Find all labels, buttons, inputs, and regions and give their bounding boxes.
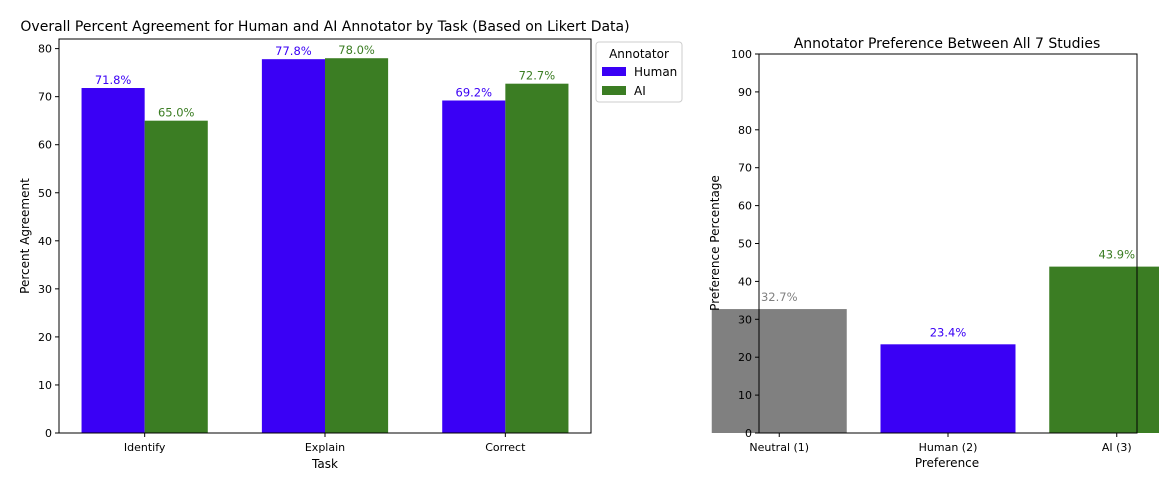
y-tick-label: 70 [38,91,52,104]
y-tick-label: 30 [38,283,52,296]
x-tick-label-identify: Identify [124,441,166,454]
agreement-plot-frame [58,38,592,434]
y-tick-label: 40 [738,275,752,288]
y-tick-label: 80 [38,43,52,56]
y-tick-label: 90 [738,86,752,99]
x-tick-label-ai-3: AI (3) [1102,441,1132,454]
y-tick-label: 50 [738,238,752,251]
data-label-human-identify: 71.8% [95,73,132,87]
y-tick-label: 60 [38,139,52,152]
bar-ai-explain [325,58,389,433]
data-label-ai-3: 43.9% [1098,248,1135,262]
agreement-x-axis-label: Task [311,457,338,471]
x-tick-label-correct: Correct [485,441,526,454]
bar-ai-3 [1049,266,1159,433]
y-tick-label: 100 [731,48,752,61]
data-label-ai-correct: 72.7% [519,69,556,83]
legend-swatch-ai [602,86,626,95]
data-label-human-correct: 69.2% [456,86,493,100]
data-label-human-2: 23.4% [930,325,967,339]
y-tick-label: 70 [738,162,752,175]
y-tick-label: 30 [738,313,752,326]
y-tick-label: 50 [38,187,52,200]
preference-x-axis-label: Preference [915,456,979,470]
agreement-chart-title: Overall Percent Agreement for Human and … [20,19,629,35]
agreement-y-axis-label: Percent Agreement [18,178,32,294]
bar-human-identify [81,88,145,433]
x-tick-label-human-2: Human (2) [919,441,978,454]
y-tick-label: 20 [738,351,752,364]
y-tick-label: 80 [738,124,752,137]
y-tick-label: 10 [738,389,752,402]
preference-y-axis-label: Preference Percentage [708,175,722,311]
preference-plot-frame [758,53,1138,434]
bar-human-correct [442,100,506,433]
preference-chart-title: Annotator Preference Between All 7 Studi… [794,36,1101,52]
legend-swatch-human [602,67,626,76]
y-tick-label: 10 [38,379,52,392]
y-tick-label: 40 [38,235,52,248]
x-tick-label-neutral-1: Neutral (1) [749,441,809,454]
agreement-chart: Overall Percent Agreement for Human and … [18,19,683,471]
y-tick-label: 60 [738,200,752,213]
x-tick-label-explain: Explain [305,441,345,454]
y-tick-label: 0 [45,427,52,440]
legend-label-ai: AI [634,84,646,98]
y-tick-label: 0 [745,427,752,440]
legend: Annotator Human AI [595,41,683,103]
legend-label-human: Human [634,65,677,79]
legend-title: Annotator [609,47,669,61]
bar-human-2 [880,344,1016,433]
data-label-neutral-1: 32.7% [761,290,798,304]
bar-ai-identify [144,120,208,434]
data-label-ai-identify: 65.0% [158,106,195,120]
y-tick-label: 20 [38,331,52,344]
bar-ai-correct [505,83,569,433]
bar-human-explain [261,59,325,434]
preference-chart: Annotator Preference Between All 7 Studi… [708,36,1159,470]
data-label-ai-explain: 78.0% [338,43,375,57]
bar-neutral-1 [711,309,847,433]
data-label-human-explain: 77.8% [275,44,312,58]
